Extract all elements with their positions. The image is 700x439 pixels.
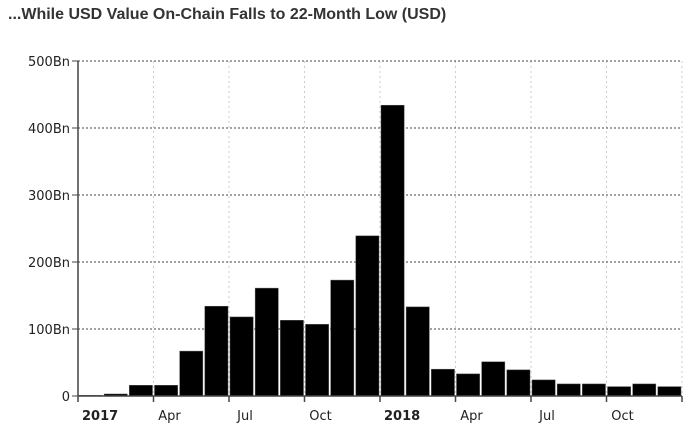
bar-2018-11 [632,383,657,397]
bar-2018-07 [531,379,556,397]
y-tick-label: 0 [62,390,70,405]
bar-2018-01 [380,104,405,397]
bar-2017-08 [254,287,279,397]
bar-2018-12 [657,386,682,397]
bar-2017-10 [305,324,329,397]
x-tick-label: Apr [460,409,483,424]
bar-2018-04 [456,373,480,397]
x-tick-label: 2017 [82,409,118,424]
bar-2018-10 [607,386,631,397]
bar-2018-05 [481,361,506,397]
bar-2017-06 [204,305,229,397]
x-tick-label: 2018 [384,409,420,424]
x-tick-label: Oct [309,409,331,424]
x-tick-label: Jul [236,409,253,424]
bar-2018-09 [582,383,606,397]
bar-2018-08 [556,383,581,397]
bar-2017-12 [355,235,380,397]
y-tick-label: 200Bn [28,256,70,271]
bar-2017-05 [179,350,204,397]
x-tick-label: Apr [158,409,181,424]
y-tick-label: 100Bn [28,323,70,338]
y-tick-label: 500Bn [28,55,70,70]
y-tick-label: 400Bn [28,122,70,137]
bar-2018-03 [431,368,455,397]
bar-2017-09 [280,320,304,397]
y-tick-label: 300Bn [28,189,70,204]
bar-2017-04 [154,385,178,397]
bar-2017-11 [330,279,355,397]
bar-2018-02 [405,306,430,397]
bar-2017-03 [129,385,153,397]
x-tick-label: Jul [538,409,555,424]
chart-title: ...While USD Value On-Chain Falls to 22-… [8,6,447,23]
x-tick-label: Oct [611,409,633,424]
bar-2018-06 [506,369,531,397]
bar-2017-07 [229,316,254,397]
